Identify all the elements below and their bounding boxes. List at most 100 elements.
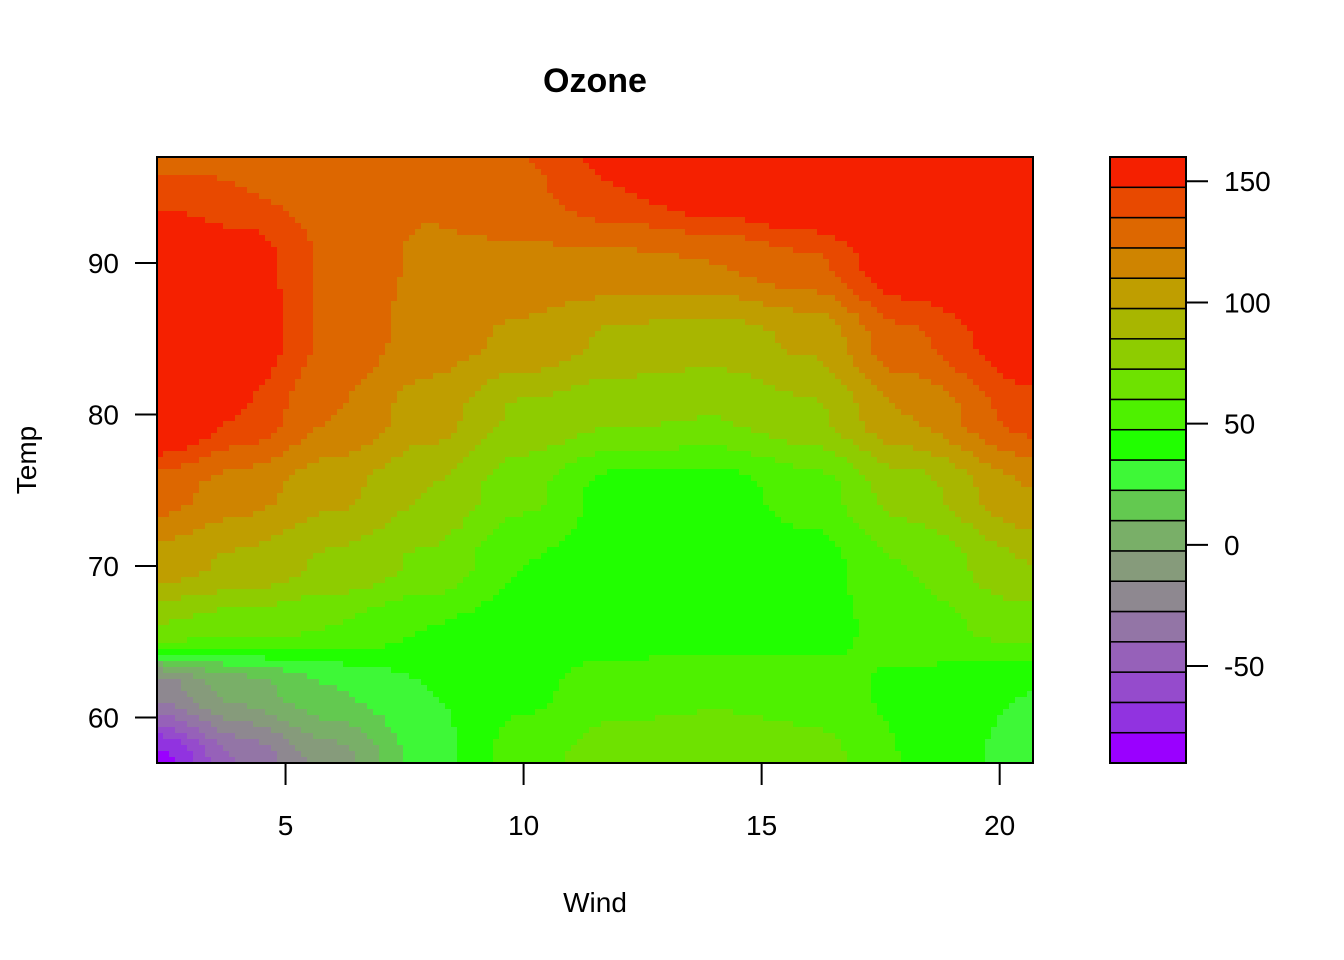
contour-cell — [865, 343, 872, 350]
contour-cell — [913, 253, 920, 260]
contour-cell — [601, 175, 608, 182]
contour-cell — [493, 247, 500, 254]
contour-cell — [373, 307, 380, 314]
contour-cell — [583, 181, 590, 188]
contour-cell — [703, 301, 710, 308]
contour-cell — [817, 349, 824, 356]
contour-cell — [505, 235, 512, 242]
contour-cell — [169, 295, 176, 302]
contour-cell — [193, 223, 200, 230]
contour-cell — [811, 253, 818, 260]
contour-cell — [457, 355, 464, 362]
contour-cell — [385, 343, 392, 350]
contour-cell — [433, 331, 440, 338]
contour-cell — [643, 301, 650, 308]
contour-cell — [421, 259, 428, 266]
contour-cell — [451, 319, 458, 326]
contour-cell — [739, 265, 746, 272]
contour-cell — [583, 277, 590, 284]
contour-cell — [457, 247, 464, 254]
contour-cell — [979, 187, 986, 194]
contour-cell — [781, 163, 788, 170]
contour-cell — [937, 301, 944, 308]
contour-cell — [427, 301, 434, 308]
contour-cell — [529, 307, 536, 314]
contour-cell — [727, 331, 734, 338]
contour-cell — [877, 229, 884, 236]
contour-cell — [859, 211, 866, 218]
contour-cell — [373, 223, 380, 230]
contour-cell — [667, 307, 674, 314]
contour-cell — [463, 343, 470, 350]
contour-cell — [937, 235, 944, 242]
contour-cell — [853, 199, 860, 206]
contour-cell — [331, 283, 338, 290]
contour-cell — [865, 229, 872, 236]
contour-cell — [391, 175, 398, 182]
contour-cell — [259, 265, 266, 272]
contour-cell — [709, 205, 716, 212]
contour-cell — [955, 223, 962, 230]
contour-cell — [667, 313, 674, 320]
contour-cell — [655, 343, 662, 350]
contour-cell — [943, 211, 950, 218]
contour-cell — [475, 211, 482, 218]
contour-cell — [427, 313, 434, 320]
contour-cell — [559, 307, 566, 314]
contour-cell — [277, 277, 284, 284]
contour-cell — [397, 175, 404, 182]
contour-cell — [691, 157, 698, 164]
contour-cell — [901, 265, 908, 272]
contour-cell — [715, 283, 722, 290]
contour-cell — [703, 253, 710, 260]
contour-cell — [289, 325, 296, 332]
contour-cell — [259, 187, 266, 194]
contour-cell — [829, 175, 836, 182]
contour-cell — [529, 283, 536, 290]
contour-cell — [985, 337, 992, 344]
contour-cell — [319, 355, 326, 362]
contour-cell — [181, 169, 188, 176]
contour-cell — [979, 175, 986, 182]
contour-cell — [433, 265, 440, 272]
contour-cell — [223, 157, 230, 164]
contour-cell — [241, 301, 248, 308]
contour-cell — [685, 295, 692, 302]
contour-cell — [349, 253, 356, 260]
contour-cell — [535, 277, 542, 284]
contour-cell — [655, 181, 662, 188]
contour-cell — [1009, 199, 1016, 206]
contour-cell — [331, 307, 338, 314]
contour-cell — [601, 343, 608, 350]
contour-cell — [907, 163, 914, 170]
contour-cell — [667, 319, 674, 326]
contour-cell — [661, 187, 668, 194]
contour-cell — [1009, 343, 1016, 350]
contour-cell — [991, 211, 998, 218]
contour-cell — [409, 217, 416, 224]
contour-cell — [475, 223, 482, 230]
contour-cell — [541, 331, 548, 338]
contour-cell — [1015, 175, 1022, 182]
contour-cell — [919, 181, 926, 188]
contour-cell — [697, 337, 704, 344]
contour-cell — [301, 301, 308, 308]
contour-cell — [775, 235, 782, 242]
contour-cell — [877, 295, 884, 302]
contour-cell — [655, 157, 662, 164]
contour-cell — [991, 193, 998, 200]
contour-cell — [379, 187, 386, 194]
contour-cell — [1009, 205, 1016, 212]
contour-cell — [511, 325, 518, 332]
contour-cell — [853, 307, 860, 314]
contour-cell — [871, 187, 878, 194]
contour-cell — [967, 181, 974, 188]
contour-cell — [433, 325, 440, 332]
contour-cell — [1027, 337, 1033, 344]
contour-cell — [229, 307, 236, 314]
contour-cell — [607, 223, 614, 230]
contour-cell — [937, 343, 944, 350]
contour-cell — [379, 235, 386, 242]
contour-cell — [559, 295, 566, 302]
contour-cell — [607, 349, 614, 356]
